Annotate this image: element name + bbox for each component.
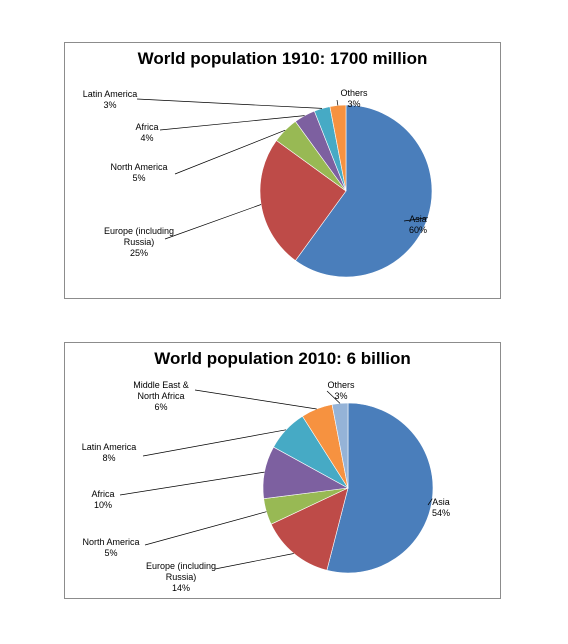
leader-line-asia <box>403 217 428 222</box>
data-label-others: Others 3% <box>327 380 355 401</box>
leader-line-others <box>326 390 341 404</box>
data-label-asia: Asia 60% <box>409 214 427 235</box>
data-label-africa: Africa 4% <box>135 122 158 143</box>
pie-slice-asia <box>326 402 434 574</box>
leader-line-north-america <box>174 129 286 175</box>
chart-title-2010: World population 2010: 6 billion <box>154 349 411 368</box>
leader-line-asia <box>427 498 433 506</box>
data-label-europe-including-russia: Europe (including Russia) 25% <box>104 226 174 258</box>
leader-line-others <box>336 99 339 106</box>
leader-line-africa <box>119 471 265 496</box>
pie-2010-svg: Asia 54% Europe (including Russia) 14% North … <box>82 380 450 593</box>
leader-line-middle-east-north-africa <box>194 389 317 410</box>
pie-chart-2010: World population 2010: 6 billion Asia 54%… <box>64 342 501 599</box>
data-label-asia: Asia 54% <box>432 497 450 518</box>
data-label-africa: Africa 10% <box>91 489 114 510</box>
data-label-europe-including-russia: Europe (including Russia) 14% <box>146 561 216 593</box>
leader-line-latin-america <box>142 429 287 457</box>
data-label-north-america: North America 5% <box>82 537 139 558</box>
pie-chart-1910: World population 1910: 1700 million Asia… <box>64 42 501 299</box>
leader-line-africa <box>159 115 305 131</box>
leader-line-europe-including-russia <box>214 553 294 570</box>
leader-line-north-america <box>144 511 267 546</box>
leader-line-europe-including-russia <box>164 204 262 240</box>
data-label-latin-america: Latin America 3% <box>83 89 138 110</box>
data-label-north-america: North America 5% <box>110 162 167 183</box>
data-label-middle-east-north-africa: Middle East & North Africa 6% <box>133 380 189 412</box>
data-label-latin-america: Latin America 8% <box>82 442 137 463</box>
pie-1910-svg: Asia 60% Europe (including Russia) 25% North … <box>83 88 433 278</box>
pie-slice-europe-including-russia <box>270 487 349 571</box>
chart-title-1910: World population 1910: 1700 million <box>137 49 428 68</box>
data-label-others: Others 3% <box>340 88 368 109</box>
leader-line-latin-america <box>136 98 323 109</box>
